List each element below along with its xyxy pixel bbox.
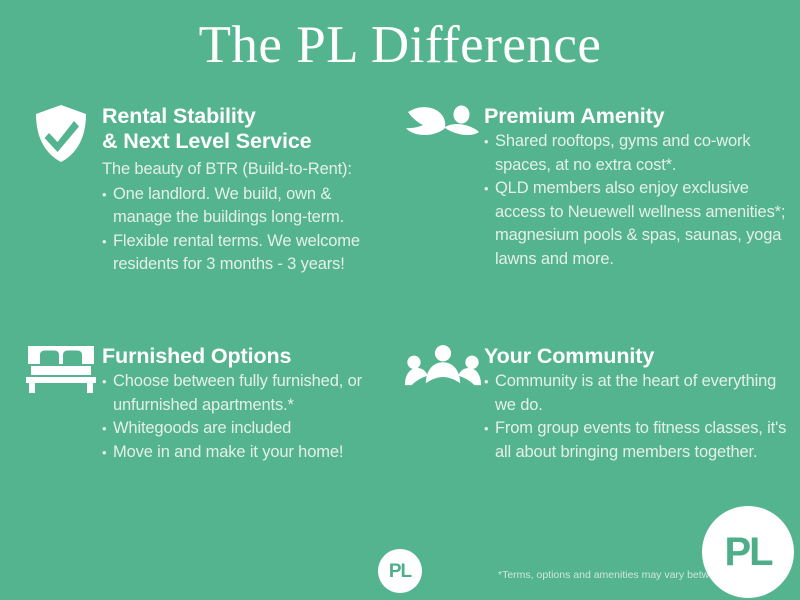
list-item: Whitegoods are included [102,417,394,441]
shield-check-icon [22,104,100,164]
feature-heading: Rental Stability & Next Level Service [102,104,394,154]
feature-heading: Premium Amenity [484,104,665,128]
feature-heading-line1: Rental Stability [102,104,256,128]
feature-card-rental-stability: Rental Stability & Next Level Service Th… [22,104,394,277]
feature-heading: Furnished Options [102,344,292,368]
page-title: The PL Difference [198,16,602,74]
logo-pl-small: PL [378,549,422,593]
feature-card-premium-amenity: Premium Amenity Shared rooftops, gyms an… [404,104,794,271]
feature-heading-line2: & Next Level Service [102,129,312,153]
bed-icon [22,344,100,404]
list-item: One landlord. We build, own & manage the… [102,183,394,230]
features-grid: Rental Stability & Next Level Service Th… [0,104,800,524]
feature-card-your-community: Your Community Community is at the heart… [404,344,794,464]
community-people-icon [404,344,482,404]
list-item: QLD members also enjoy exclusive access … [484,177,794,271]
feature-card-body: Furnished Options Choose between fully f… [102,344,394,464]
feature-bullet-list: Community is at the heart of everything … [484,370,794,464]
list-item: Flexible rental terms. We welcome reside… [102,230,394,277]
feature-card-body: Your Community Community is at the heart… [484,344,794,464]
feature-bullet-list: Shared rooftops, gyms and co-work spaces… [484,130,794,271]
feature-bullet-list: One landlord. We build, own & manage the… [102,183,394,277]
list-item: Choose between fully furnished, or unfur… [102,370,394,417]
feature-bullet-list: Choose between fully furnished, or unfur… [102,370,394,464]
feature-card-body: Rental Stability & Next Level Service Th… [102,104,394,277]
swimmer-icon [404,104,482,164]
feature-intro: The beauty of BTR (Build-to-Rent): [102,160,352,178]
list-item: Move in and make it your home! [102,441,394,465]
list-item: Community is at the heart of everything … [484,370,794,417]
list-item: From group events to fitness classes, it… [484,417,794,464]
feature-card-body: Premium Amenity Shared rooftops, gyms an… [484,104,794,271]
feature-card-furnished-options: Furnished Options Choose between fully f… [22,344,394,464]
list-item: Shared rooftops, gyms and co-work spaces… [484,130,794,177]
feature-heading: Your Community [484,344,655,368]
logo-pl-large: PL [702,506,794,598]
